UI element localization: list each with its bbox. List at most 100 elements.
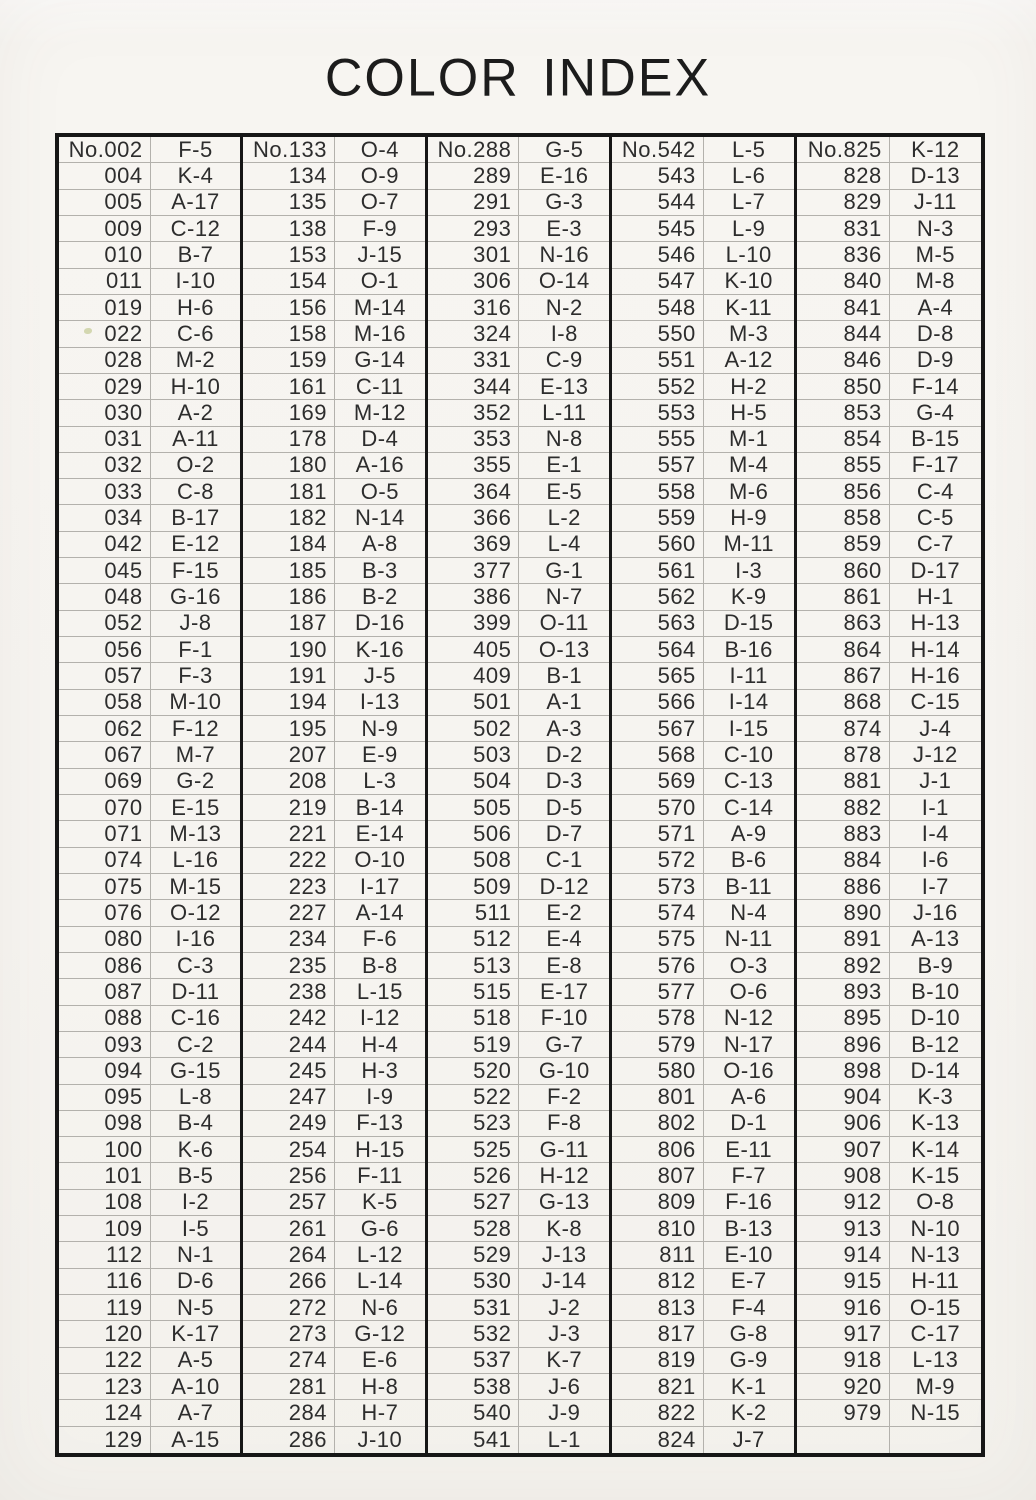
color-code-cell: K-14 <box>889 1137 981 1164</box>
color-number-cell: 886 <box>796 873 890 901</box>
color-number-cell: 575 <box>612 926 704 953</box>
color-number-cell: 817 <box>612 1321 704 1348</box>
color-code-cell: I-5 <box>150 1216 241 1243</box>
color-code-cell: N-8 <box>519 427 610 453</box>
color-number-cell: 095 <box>59 1084 151 1111</box>
color-code-cell: D-5 <box>519 795 610 822</box>
color-number-cell: 221 <box>243 821 335 848</box>
color-code-cell: L-1 <box>547 1426 581 1452</box>
color-number-cell: 860 <box>796 558 890 585</box>
color-number-cell: 560 <box>612 531 704 559</box>
color-code-cell: M-3 <box>703 321 794 348</box>
color-number-cell: 540 <box>427 1400 520 1427</box>
color-code-cell: N-15 <box>889 1400 981 1427</box>
color-code-cell: C-7 <box>889 532 981 559</box>
color-code-cell: A-8 <box>335 532 425 559</box>
color-number-cell: 918 <box>796 1347 890 1375</box>
color-code-cell: J-8 <box>150 611 241 638</box>
color-code-cell: F-14 <box>889 374 981 401</box>
color-code-cell: G-13 <box>519 1190 610 1217</box>
color-code-cell: B-8 <box>335 953 425 980</box>
color-code-cell: N-14 <box>335 505 425 532</box>
color-code-cell: H-9 <box>703 505 794 532</box>
color-code-cell: O-12 <box>150 900 241 927</box>
color-code-cell: O-3 <box>703 953 794 980</box>
color-number-cell: 011 <box>59 268 151 295</box>
color-code-cell: B-7 <box>150 242 241 269</box>
color-number-cell: 532 <box>427 1321 520 1348</box>
color-number-cell: 069 <box>59 768 151 795</box>
color-code-cell: K-2 <box>703 1400 794 1427</box>
color-code-cell: M-7 <box>150 742 241 769</box>
color-index-table: No.002 F-5 004 K-4 005 A-17 009 C-12 010 B-7 011 I-… <box>55 133 985 1457</box>
color-code-cell: L-7 <box>703 190 794 216</box>
color-number-cell: 306 <box>427 268 520 295</box>
color-code-cell: E-2 <box>519 900 610 927</box>
color-number-cell: 261 <box>243 1216 335 1243</box>
color-number-cell: 138 <box>243 215 335 243</box>
color-code-cell: D-14 <box>889 1058 981 1085</box>
color-number-cell: 101 <box>59 1163 151 1190</box>
color-number-cell: 811 <box>612 1242 704 1269</box>
color-code-cell: K-4 <box>150 163 241 190</box>
color-code-cell: K-1 <box>703 1374 794 1401</box>
color-code-cell: I-1 <box>889 795 981 822</box>
color-number-cell: 109 <box>59 1216 151 1243</box>
color-number-cell: 564 <box>612 637 704 664</box>
color-number-cell: 907 <box>796 1137 890 1164</box>
color-code-cell: K-3 <box>889 1085 981 1111</box>
color-number-cell: 331 <box>427 347 520 374</box>
color-number-cell: 518 <box>427 1005 520 1032</box>
color-code-cell: G-2 <box>150 769 241 795</box>
color-number-cell: 806 <box>612 1137 704 1164</box>
color-number-cell: 028 <box>59 347 151 374</box>
color-code-cell: B-16 <box>703 637 794 664</box>
color-number-cell: 580 <box>612 1058 704 1085</box>
color-code-cell: I-8 <box>519 321 610 348</box>
color-number-cell: 883 <box>796 821 890 848</box>
color-code-cell: C-12 <box>150 216 241 243</box>
color-code-cell: G-16 <box>150 584 241 611</box>
color-number-cell: 281 <box>243 1374 335 1401</box>
color-code-cell: M-15 <box>150 874 241 901</box>
color-number-cell: 161 <box>243 373 335 401</box>
color-number-cell: 569 <box>612 768 704 795</box>
color-code-cell: L-8 <box>150 1085 241 1111</box>
color-number-cell: 844 <box>796 321 890 348</box>
color-code-cell: D-3 <box>519 769 610 795</box>
color-number-cell: 042 <box>59 531 151 559</box>
color-code-cell: L-13 <box>889 1348 981 1375</box>
color-code-cell: H-12 <box>519 1163 610 1190</box>
color-code-cell: F-16 <box>703 1190 794 1217</box>
table-column-group: No.133 O-4 134 O-9 135 O-7 138 F-9 153 J-15 154 O-1… <box>243 137 428 1453</box>
color-number-cell: 810 <box>612 1216 704 1243</box>
color-code-cell: F-4 <box>703 1295 794 1322</box>
color-code-cell: B-5 <box>150 1163 241 1190</box>
color-number-cell: 550 <box>612 321 704 348</box>
color-code-cell: C-2 <box>150 1032 241 1059</box>
color-number-cell: 184 <box>243 531 335 559</box>
color-code-cell: B-4 <box>150 1111 241 1138</box>
color-number-cell: 821 <box>612 1374 704 1401</box>
color-code-cell: D-12 <box>519 874 610 901</box>
color-number-cell: 545 <box>612 215 704 243</box>
color-number-cell: 853 <box>796 400 890 427</box>
color-number-cell: 895 <box>796 1005 890 1032</box>
color-code-cell: K-17 <box>150 1321 241 1348</box>
color-number-cell: 807 <box>612 1163 704 1190</box>
color-code-cell: J-2 <box>519 1295 610 1322</box>
color-number-cell: 511 <box>427 900 520 927</box>
color-code-cell: H-5 <box>703 400 794 427</box>
color-number-cell: 182 <box>243 505 335 532</box>
color-number-cell: 062 <box>59 716 151 743</box>
color-code-cell: M-6 <box>703 479 794 506</box>
color-number-cell: 353 <box>427 426 520 453</box>
color-code-cell: L-14 <box>335 1269 425 1296</box>
color-number-cell: 562 <box>612 584 704 611</box>
color-number-cell: 369 <box>427 531 520 559</box>
color-number-cell: 022 <box>59 321 151 348</box>
color-number-cell: 195 <box>243 716 335 743</box>
color-number-cell: 088 <box>59 1005 151 1032</box>
color-number-cell: 561 <box>612 558 704 585</box>
color-code-cell: J-5 <box>335 663 425 690</box>
